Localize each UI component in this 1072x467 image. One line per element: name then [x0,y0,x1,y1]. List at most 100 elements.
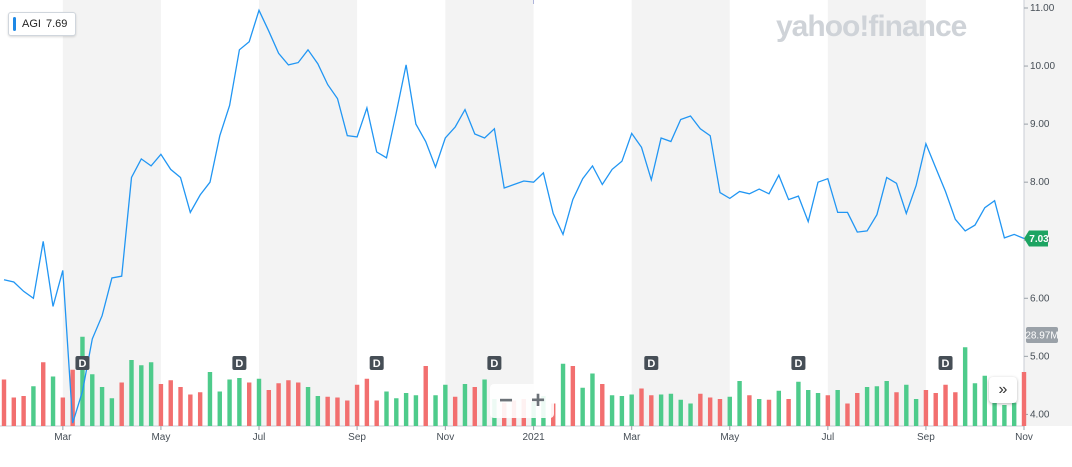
volume-bar [855,393,860,426]
month-band [631,0,730,426]
dividend-marker[interactable]: D [369,356,384,370]
y-tick-label: 6.00 [1030,293,1050,304]
volume-bar [413,395,419,426]
volume-bar [325,396,330,426]
volume-bar [286,380,291,426]
volume-bar [678,399,683,426]
svg-text:D: D [235,358,243,370]
legend-value: 7.69 [45,18,68,30]
dividend-marker[interactable]: D [791,356,806,370]
volume-bar [649,395,654,426]
volume-bar [707,397,713,426]
volume-bar [296,382,301,426]
dividend-marker[interactable]: D [938,356,953,370]
volume-bar [913,399,919,426]
month-band [445,0,534,426]
volume-bar [384,391,389,426]
yahoo-finance-logo: yahoo!finance [776,10,967,43]
volume-bar [933,393,938,426]
volume-bar [217,391,222,426]
volume-bar [129,360,134,426]
volume-bar [835,390,840,426]
x-tick-label: Sep [917,432,935,443]
y-tick-label: 8.00 [1030,177,1050,188]
volume-bar [21,396,26,426]
volume-bar [188,394,193,426]
volume-bar [600,384,605,426]
x-tick-label: Sep [348,432,366,443]
volume-bar [806,390,811,426]
volume-bar [276,383,281,426]
volume-bar [904,384,909,426]
volume-bar [698,393,703,426]
symbol-legend[interactable]: AGI 7.69 [8,12,77,36]
scroll-forward-button[interactable]: » [989,377,1017,403]
volume-bar [374,400,379,426]
volume-bar [894,392,899,426]
volume-bar [786,399,791,426]
dividend-marker[interactable]: D [487,356,502,370]
volume-bar [364,378,370,426]
month-bands [62,0,1072,426]
volume-bar [972,383,978,426]
volume-bar [394,398,399,426]
zoom-in-button[interactable]: + [530,387,545,414]
volume-bar [345,400,350,426]
svg-text:D: D [490,358,498,370]
svg-text:D: D [78,358,86,370]
x-tick-label: Mar [623,432,641,443]
legend-symbol: AGI [22,18,41,30]
volume-bar [31,386,36,426]
y-tick-label: 10.00 [1030,61,1055,72]
volume-bar [629,394,634,426]
volume-bar [423,366,428,426]
volume-bar [207,372,213,426]
volume-bar [1002,405,1007,426]
x-tick-label: Nov [436,432,454,443]
volume-bar [1,379,7,426]
volume-bar [717,399,723,426]
svg-text:D: D [373,358,381,370]
volume-bar [472,387,477,426]
dividend-marker[interactable]: D [644,356,659,370]
volume-bar [305,387,311,426]
x-tick-label: Mar [54,432,72,443]
volume-bar [148,362,154,426]
volume-bar [668,393,674,426]
volume-bar [266,390,272,426]
volume-bar [560,363,566,426]
volume-bar [99,387,105,426]
volume-bar [580,387,585,426]
y-tick-label: 5.00 [1030,351,1050,362]
volume-marker: 28.97M [1025,327,1059,343]
volume-bar [41,362,46,426]
volume-bar [335,397,340,426]
volume-bar [139,365,144,426]
volume-bar [11,397,17,426]
volume-bar [953,392,958,426]
volume-bar [815,393,821,426]
volume-bar [462,384,468,426]
volume-bar [845,403,850,426]
svg-text:D: D [942,358,950,370]
volume-bar [923,390,929,426]
svg-text:D: D [647,358,655,370]
volume-bar [737,381,742,426]
volume-bar [776,390,782,426]
volume-bar [943,384,948,426]
volume-bar [747,395,752,426]
legend-swatch [13,17,16,31]
volume-bar [864,387,870,426]
volume-bar [50,376,56,426]
price-line [3,8,1025,424]
volume-bar [443,384,448,426]
volume-bar [1021,372,1027,426]
volume-bar [246,382,252,426]
volume-bar [60,397,66,426]
x-tick-label: Jul [253,432,266,443]
dividend-marker[interactable]: D [232,356,247,370]
volume-bar [1011,402,1017,426]
zoom-out-button[interactable]: − [498,387,513,414]
dividend-marker[interactable]: D [75,356,90,370]
